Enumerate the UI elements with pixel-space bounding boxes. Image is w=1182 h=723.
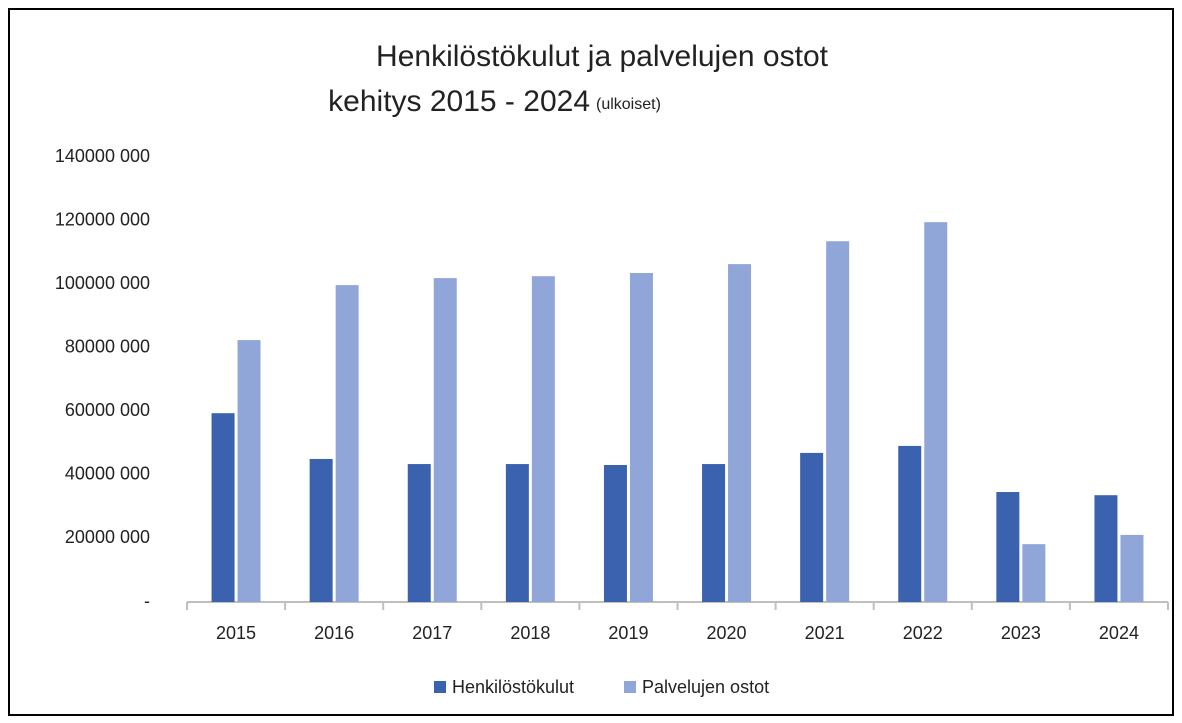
x-tick-label: 2017 — [412, 623, 452, 643]
y-tick-label: 20000 000 — [65, 527, 150, 547]
bar — [728, 264, 752, 602]
y-tick-label: 100000 000 — [55, 273, 150, 293]
bar — [800, 452, 824, 602]
x-tick-label: 2020 — [707, 623, 747, 643]
bar — [433, 278, 457, 602]
bar — [702, 464, 726, 602]
y-tick-label: 60000 000 — [65, 400, 150, 420]
legend-swatch — [624, 681, 636, 693]
bar — [924, 222, 948, 603]
chart-subtitle: (ulkoiset) — [596, 96, 661, 113]
legend-label: Palvelujen ostot — [642, 677, 769, 697]
chart-title: kehitys 2015 - 2024 — [328, 85, 590, 118]
bar — [531, 276, 555, 602]
bar — [996, 492, 1020, 602]
x-tick-label: 2024 — [1099, 623, 1139, 643]
y-tick-label: 120000 000 — [55, 209, 150, 229]
x-tick-label: 2022 — [903, 623, 943, 643]
bar — [309, 458, 333, 602]
x-tick-label: 2016 — [314, 623, 354, 643]
bar — [898, 445, 922, 602]
legend-swatch — [434, 681, 446, 693]
x-tick-label: 2019 — [608, 623, 648, 643]
x-tick-label: 2021 — [805, 623, 845, 643]
bar — [211, 413, 235, 602]
bar — [1120, 534, 1144, 602]
x-tick-label: 2023 — [1001, 623, 1041, 643]
x-tick-label: 2015 — [216, 623, 256, 643]
bar — [237, 340, 261, 602]
chart-title: Henkilöstökulut ja palvelujen ostot — [376, 40, 829, 73]
bar — [335, 285, 359, 602]
x-tick-label: 2018 — [510, 623, 550, 643]
bar — [826, 241, 850, 602]
bar — [505, 464, 529, 602]
chart-frame — [8, 8, 1174, 716]
y-tick-label: - — [144, 591, 150, 611]
y-tick-label: 40000 000 — [65, 464, 150, 484]
bar — [407, 464, 431, 602]
legend-label: Henkilöstökulut — [452, 677, 574, 697]
bar — [1022, 544, 1046, 602]
y-tick-label: 80000 000 — [65, 336, 150, 356]
bar — [629, 273, 653, 602]
y-tick-label: 140000 000 — [55, 146, 150, 166]
bar — [1094, 495, 1118, 602]
bar — [603, 465, 627, 602]
